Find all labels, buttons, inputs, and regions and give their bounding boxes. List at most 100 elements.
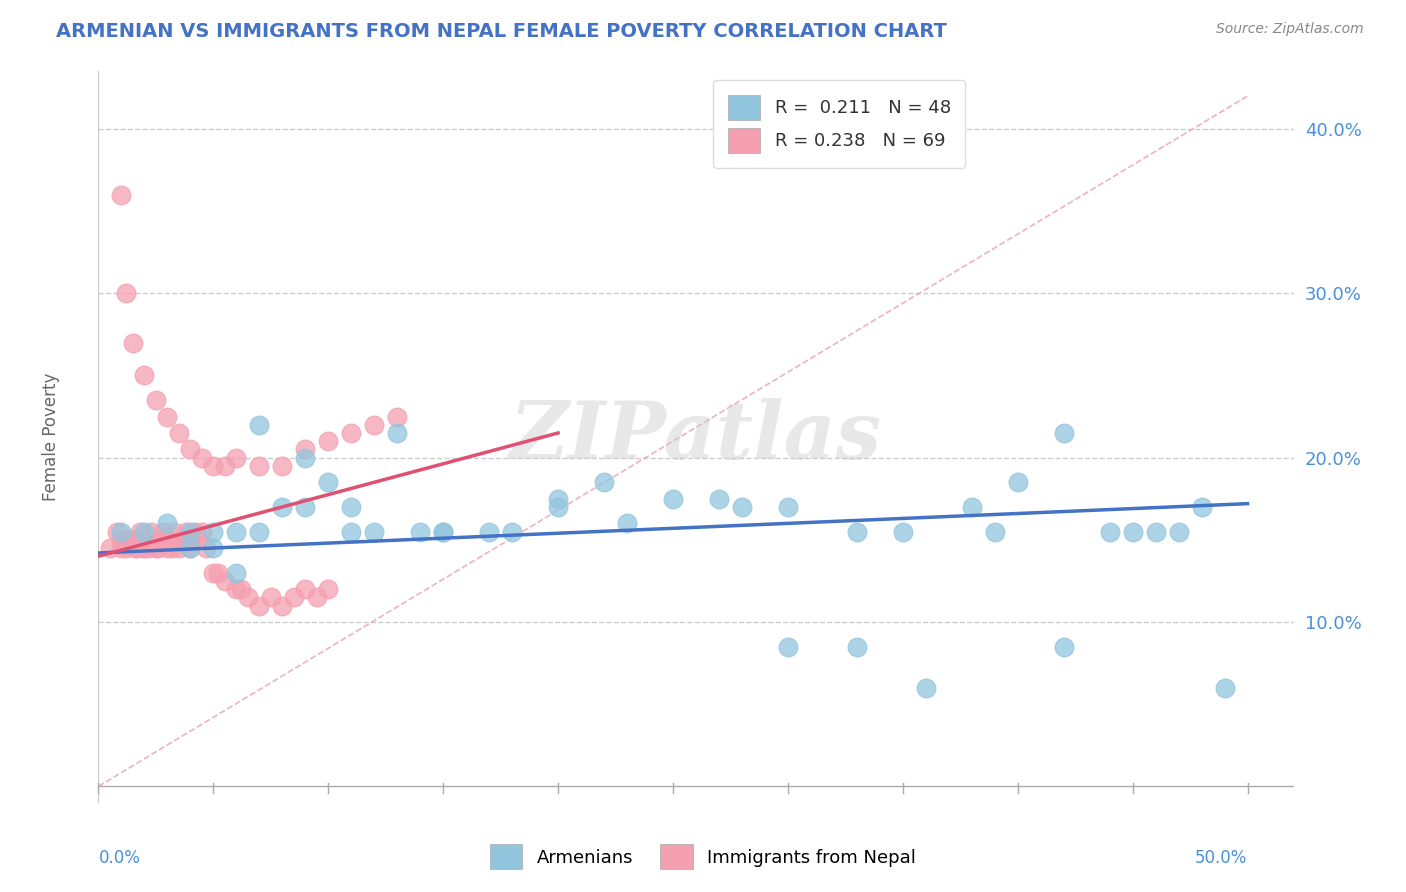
Point [271, 500, 294, 514]
Point [202, 566, 225, 580]
Text: 0.0%: 0.0% [98, 849, 141, 867]
Point [409, 524, 432, 539]
Text: Female Poverty: Female Poverty [42, 373, 59, 501]
Point [184, 524, 207, 539]
Point [225, 450, 247, 465]
Point [984, 524, 1007, 539]
Point [1144, 524, 1167, 539]
Point [195, 541, 218, 555]
Point [1213, 681, 1236, 695]
Point [179, 533, 201, 547]
Point [167, 425, 190, 440]
Point [229, 582, 252, 596]
Point [432, 524, 454, 539]
Legend: Armenians, Immigrants from Nepal: Armenians, Immigrants from Nepal [481, 835, 925, 879]
Point [105, 524, 128, 539]
Point [616, 516, 638, 531]
Point [128, 533, 150, 547]
Point [1191, 500, 1213, 514]
Point [294, 442, 316, 457]
Point [547, 500, 569, 514]
Point [316, 582, 339, 596]
Point [172, 533, 194, 547]
Point [134, 533, 156, 547]
Point [110, 524, 132, 539]
Point [225, 524, 247, 539]
Point [124, 541, 146, 555]
Point [247, 458, 270, 473]
Point [191, 450, 214, 465]
Point [501, 524, 523, 539]
Point [134, 541, 156, 555]
Point [115, 286, 138, 301]
Point [1053, 425, 1076, 440]
Point [122, 533, 145, 547]
Point [179, 524, 201, 539]
Point [156, 516, 179, 531]
Point [167, 533, 190, 547]
Point [117, 533, 139, 547]
Point [845, 640, 868, 654]
Point [145, 393, 167, 408]
Point [179, 442, 201, 457]
Point [128, 524, 150, 539]
Point [1167, 524, 1189, 539]
Point [179, 541, 201, 555]
Point [134, 541, 156, 555]
Point [202, 524, 225, 539]
Point [202, 541, 225, 555]
Point [294, 582, 316, 596]
Point [478, 524, 501, 539]
Point [149, 533, 172, 547]
Point [225, 582, 247, 596]
Text: Source: ZipAtlas.com: Source: ZipAtlas.com [1216, 22, 1364, 37]
Point [340, 524, 363, 539]
Point [363, 417, 385, 432]
Point [1007, 475, 1029, 490]
Point [160, 541, 183, 555]
Point [845, 524, 868, 539]
Point [179, 541, 201, 555]
Point [260, 591, 283, 605]
Point [145, 533, 167, 547]
Point [122, 533, 145, 547]
Point [141, 524, 163, 539]
Text: ARMENIAN VS IMMIGRANTS FROM NEPAL FEMALE POVERTY CORRELATION CHART: ARMENIAN VS IMMIGRANTS FROM NEPAL FEMALE… [56, 22, 948, 41]
Point [432, 524, 454, 539]
Point [156, 541, 179, 555]
Point [138, 541, 160, 555]
Point [776, 500, 799, 514]
Point [316, 434, 339, 449]
Point [214, 574, 236, 588]
Point [145, 541, 167, 555]
Point [110, 533, 132, 547]
Point [156, 533, 179, 547]
Point [202, 458, 225, 473]
Point [138, 533, 160, 547]
Point [186, 533, 208, 547]
Point [207, 566, 229, 580]
Point [148, 541, 170, 555]
Point [191, 524, 214, 539]
Point [271, 458, 294, 473]
Point [316, 475, 339, 490]
Point [115, 541, 138, 555]
Point [776, 640, 799, 654]
Point [914, 681, 936, 695]
Point [236, 591, 259, 605]
Point [110, 187, 132, 202]
Point [707, 491, 730, 506]
Point [1053, 640, 1076, 654]
Point [167, 541, 190, 555]
Legend: R =  0.211   N = 48, R = 0.238   N = 69: R = 0.211 N = 48, R = 0.238 N = 69 [713, 80, 966, 168]
Point [891, 524, 914, 539]
Point [214, 458, 236, 473]
Point [363, 524, 385, 539]
Point [662, 491, 685, 506]
Point [271, 599, 294, 613]
Point [340, 425, 363, 440]
Point [225, 566, 247, 580]
Point [122, 335, 145, 350]
Point [294, 450, 316, 465]
Text: ZIPatlas: ZIPatlas [510, 399, 882, 475]
